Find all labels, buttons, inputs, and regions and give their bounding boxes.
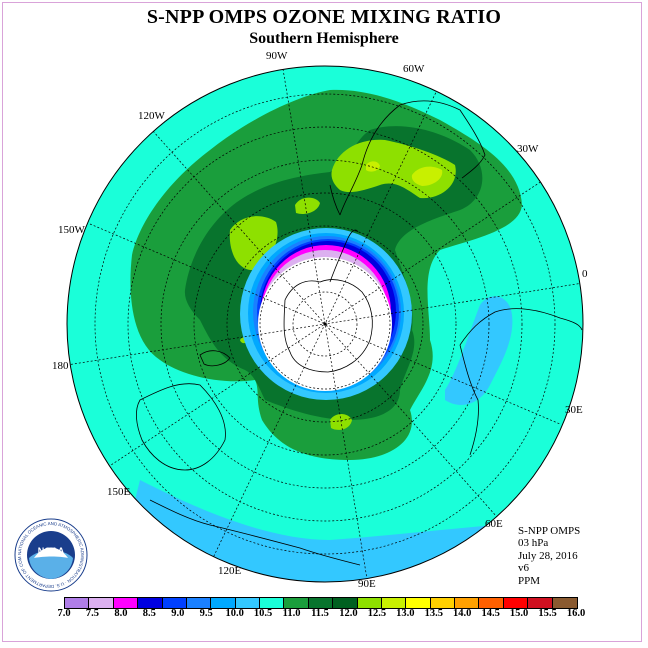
indonesia-coastline — [149, 499, 361, 566]
ozone-patch-high-small-1 — [295, 197, 320, 214]
colorbar-ticks: 7.0 7.5 8.0 8.5 9.0 9.5 10.0 10.5 11.0 11.5 12.0 12… — [0, 608, 648, 624]
australia-coastline — [136, 383, 226, 471]
new-zealand-coastline — [199, 350, 231, 367]
ozone-patch-peak-2 — [366, 161, 380, 172]
noaa-logo: NOAA NATIONAL OCEANIC AND ATMOSPHERIC AD… — [14, 518, 88, 592]
colorbar-tick-label: 11.0 — [282, 608, 301, 619]
colorbar-tick-label: 7.0 — [57, 608, 71, 619]
figure-subtitle: Southern Hemisphere — [249, 30, 399, 47]
colorbar-tick-label: 9.5 — [199, 608, 213, 619]
antarctica-coastline — [283, 279, 373, 373]
colorbar-swatch — [479, 598, 504, 608]
colorbar-tick-label: 8.5 — [142, 608, 156, 619]
colorbar-swatch — [333, 598, 358, 608]
south-america-coastline — [329, 100, 486, 216]
colorbar-swatch — [308, 598, 334, 608]
colorbar-tick-label: 10.5 — [253, 608, 273, 619]
colorbar-swatch — [260, 598, 285, 608]
colorbar-tick-label: 12.5 — [367, 608, 387, 619]
colorbar-tick-label: 8.0 — [114, 608, 128, 619]
lon-label-30e: 30E — [565, 404, 583, 416]
ozone-patch-low-south — [100, 480, 583, 582]
lon-label-120w: 120W — [138, 110, 165, 122]
ozone-patch-peak-1 — [411, 166, 443, 186]
colorbar-tick-label: 14.0 — [453, 608, 472, 619]
south-pole-marker — [323, 322, 327, 326]
lon-label-150w: 150W — [58, 224, 85, 236]
meridian-30w-150e — [107, 180, 543, 468]
colorbar-swatch — [406, 598, 431, 608]
lat-circle-40 — [160, 159, 490, 489]
colorbar-tick-label: 13.0 — [396, 608, 415, 619]
colorbar-tick-label: 10.0 — [225, 608, 244, 619]
lat-circle-80 — [292, 291, 358, 357]
colorbar-swatch — [235, 598, 260, 608]
colorbar-swatch — [528, 598, 553, 608]
graticule-latitudes — [94, 93, 556, 555]
colorbar-tick-label: 15.0 — [509, 608, 529, 619]
figure-frame — [2, 2, 642, 642]
info-block: S-NPP OMPS 03 hPa July 28, 2016 v6 PPM — [518, 525, 580, 587]
colorbar-swatch — [211, 598, 236, 608]
colorbar-tick-label: 14.5 — [481, 608, 500, 619]
info-version: v6 — [518, 562, 529, 575]
lon-label-60e: 60E — [485, 518, 503, 530]
colorbar-tick-label: 9.0 — [171, 608, 185, 619]
meridian-150w-30e — [89, 223, 561, 425]
lon-label-180: 180 — [52, 360, 69, 372]
lon-label-30w: 30W — [517, 143, 539, 155]
lat-circle-60 — [226, 225, 424, 423]
lon-label-90w: 90W — [266, 50, 288, 62]
antarctic-peninsula-coastline — [329, 229, 359, 283]
lat-circle-30 — [127, 126, 523, 522]
colorbar-tick-label: 12.0 — [339, 608, 358, 619]
map-boundary — [66, 65, 584, 583]
lon-label-90e: 90E — [358, 578, 376, 590]
coastlines — [136, 100, 583, 566]
colorbar-swatch — [65, 598, 90, 608]
colorbar-swatch — [503, 598, 529, 608]
lon-label-0: 0 — [582, 268, 588, 280]
colorbar-swatch — [284, 598, 309, 608]
colorbar-tick-label: 11.5 — [311, 608, 329, 619]
colorbar-swatch — [552, 598, 577, 608]
colorbar-swatch — [357, 598, 382, 608]
colorbar-tick-label: 13.5 — [424, 608, 443, 619]
ozone-patch-low-east — [445, 296, 513, 405]
info-instrument: S-NPP OMPS — [518, 525, 581, 537]
lon-label-150e: 150E — [107, 486, 131, 498]
colorbar-swatch — [138, 598, 163, 608]
colorbar — [64, 597, 578, 609]
colorbar-swatch — [89, 598, 114, 608]
colorbar-swatch — [455, 598, 480, 608]
svg-text:NOAA: NOAA — [38, 546, 65, 556]
lon-label-120e: 120E — [218, 565, 242, 577]
colorbar-swatch — [162, 598, 187, 608]
africa-coastline — [459, 308, 583, 456]
colorbar-tick-label: 16.0 — [566, 608, 586, 619]
colorbar-tick-label: 7.5 — [85, 608, 99, 619]
colorbar-swatch — [113, 598, 139, 608]
info-date: July 28, 2016 — [518, 549, 578, 562]
colorbar-swatch — [381, 598, 407, 608]
lon-label-60w: 60W — [403, 63, 425, 75]
colorbar-swatch — [186, 598, 212, 608]
lat-circle-50 — [193, 192, 457, 456]
colorbar-tick-label: 15.5 — [538, 608, 557, 619]
lat-circle-20 — [94, 93, 556, 555]
info-level: 03 hPa — [518, 537, 549, 550]
lat-circle-70 — [259, 258, 391, 390]
info-units: PPM — [518, 574, 541, 587]
colorbar-swatch — [430, 598, 455, 608]
figure-title: S-NPP OMPS OZONE MIXING RATIO — [146, 6, 502, 28]
